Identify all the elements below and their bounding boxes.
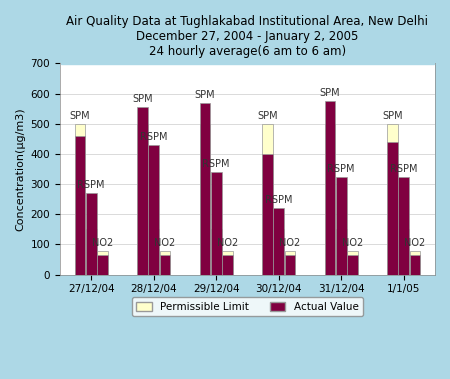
Text: RSPM: RSPM bbox=[202, 159, 230, 169]
Text: SPM: SPM bbox=[70, 111, 90, 121]
Bar bbox=[75, 124, 85, 275]
Text: SPM: SPM bbox=[320, 88, 340, 98]
Text: SPM: SPM bbox=[382, 111, 403, 121]
Bar bbox=[160, 251, 170, 275]
Bar bbox=[347, 251, 358, 275]
Text: RSPM: RSPM bbox=[265, 195, 293, 205]
Text: SPM: SPM bbox=[257, 111, 278, 121]
Bar bbox=[200, 124, 210, 275]
Text: SPM: SPM bbox=[195, 89, 215, 100]
Bar bbox=[148, 229, 159, 275]
Bar bbox=[211, 172, 221, 275]
Bar bbox=[222, 251, 233, 275]
Bar bbox=[273, 208, 284, 275]
Bar bbox=[160, 255, 170, 275]
Bar bbox=[262, 124, 273, 275]
Bar bbox=[336, 177, 346, 275]
Bar bbox=[410, 251, 420, 275]
Title: Air Quality Data at Tughlakabad Institutional Area, New Delhi
December 27, 2004 : Air Quality Data at Tughlakabad Institut… bbox=[67, 15, 428, 58]
Bar bbox=[284, 255, 295, 275]
Bar bbox=[410, 255, 420, 275]
Bar bbox=[137, 124, 148, 275]
Text: NO2: NO2 bbox=[279, 238, 301, 247]
Y-axis label: Concentration(µg/m3): Concentration(µg/m3) bbox=[15, 107, 25, 231]
Bar bbox=[222, 255, 233, 275]
Text: NO2: NO2 bbox=[405, 238, 426, 247]
Bar bbox=[211, 229, 221, 275]
Bar bbox=[86, 229, 96, 275]
Text: RSPM: RSPM bbox=[328, 164, 355, 174]
Bar bbox=[284, 251, 295, 275]
Bar bbox=[137, 107, 148, 275]
Bar bbox=[200, 103, 210, 275]
Text: RSPM: RSPM bbox=[140, 132, 167, 142]
Legend: Permissible Limit, Actual Value: Permissible Limit, Actual Value bbox=[132, 298, 363, 316]
Bar bbox=[347, 255, 358, 275]
Bar bbox=[398, 229, 409, 275]
Bar bbox=[97, 255, 108, 275]
Bar bbox=[387, 142, 398, 275]
Bar bbox=[398, 177, 409, 275]
Bar bbox=[262, 154, 273, 275]
Bar bbox=[148, 145, 159, 275]
Text: NO2: NO2 bbox=[92, 238, 113, 247]
Bar bbox=[324, 101, 335, 275]
Text: RSPM: RSPM bbox=[390, 164, 418, 174]
Text: NO2: NO2 bbox=[342, 238, 363, 247]
Bar bbox=[387, 124, 398, 275]
Text: NO2: NO2 bbox=[154, 238, 176, 247]
Text: NO2: NO2 bbox=[217, 238, 238, 247]
Bar bbox=[273, 229, 284, 275]
Text: RSPM: RSPM bbox=[77, 180, 105, 190]
Bar bbox=[75, 136, 85, 275]
Text: SPM: SPM bbox=[132, 94, 153, 104]
Bar bbox=[324, 124, 335, 275]
Bar bbox=[336, 229, 346, 275]
Bar bbox=[97, 251, 108, 275]
Bar bbox=[86, 193, 96, 275]
